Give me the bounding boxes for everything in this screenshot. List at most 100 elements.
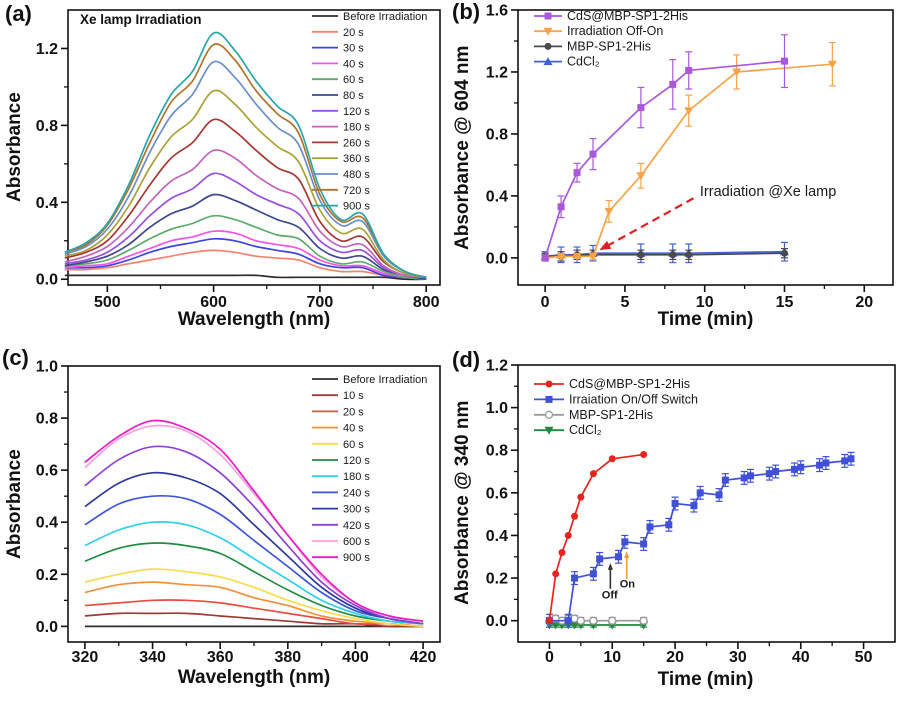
marker (669, 80, 677, 88)
x-tick-label: 380 (274, 649, 301, 666)
x-tick-label: 20 (855, 294, 873, 311)
legend-label-300-s: 300 s (343, 504, 370, 516)
y-tick-label: 0.4 (486, 528, 508, 545)
y-tick-label: 1.0 (486, 400, 508, 417)
series-line-cds-mbp-sp1-2his (544, 60, 785, 259)
marker (685, 251, 693, 259)
legend-label-10-s: 10 s (343, 390, 364, 402)
axis-frame (67, 9, 441, 286)
y-tick-label: 0.8 (486, 126, 508, 143)
y-tick-label: 0.8 (36, 118, 58, 135)
series-line-80-s (64, 193, 427, 281)
marker (557, 203, 565, 211)
legend-label-cds-mbp-sp1-2his: CdS@MBP-SP1-2His (567, 9, 688, 23)
axis-frame (67, 365, 441, 643)
legend-label-180-s: 180 s (343, 122, 370, 134)
legend-label-80-s: 80 s (343, 90, 364, 102)
marker (847, 455, 855, 463)
marker (640, 450, 648, 458)
marker (621, 538, 629, 546)
marker (543, 27, 553, 36)
annotation-text-on: On (620, 579, 636, 591)
marker (721, 476, 729, 484)
series-line-480-s (64, 60, 427, 279)
legend-label-before-irradiation: Before Irradiation (343, 374, 427, 386)
series-line-260-s (64, 118, 427, 279)
marker (646, 523, 654, 531)
x-tick-label: 30 (729, 649, 747, 666)
marker (589, 616, 598, 625)
series-line-120-s (64, 172, 427, 279)
y-tick-label: 0.0 (486, 613, 508, 630)
marker (715, 491, 723, 499)
series-line-180-s (84, 521, 424, 625)
legend-label-180-s: 180 s (343, 471, 370, 483)
marker (780, 249, 788, 257)
legend-label-260-s: 260 s (343, 137, 370, 149)
marker (558, 549, 566, 557)
panel-c-xlabel: Wavelength (nm) (177, 667, 331, 688)
legend-label-20-s: 20 s (343, 406, 364, 418)
annotation-text: Irradiation @Xe lamp (700, 184, 836, 200)
marker (637, 251, 645, 259)
marker (797, 463, 805, 471)
series-line-240-s (84, 494, 424, 625)
panel-a-inner-title: Xe lamp Irradiation (80, 12, 202, 27)
x-tick-label: 360 (207, 649, 234, 666)
marker (608, 455, 616, 463)
x-tick-label: 600 (200, 294, 227, 311)
legend-label-cds-mbp-sp1-2his: CdS@MBP-SP1-2His (569, 377, 690, 391)
marker (608, 616, 617, 625)
marker (589, 470, 597, 478)
marker (690, 502, 698, 510)
series-line-720-s (64, 43, 427, 279)
legend-label-60-s: 60 s (343, 74, 364, 86)
panel-d-ylabel: Absorbance @ 340 nm (452, 400, 473, 605)
marker (780, 57, 788, 65)
marker (570, 621, 580, 630)
series-line-60-s (84, 568, 424, 628)
series-line-180-s (64, 149, 427, 279)
x-tick-label: 340 (139, 649, 166, 666)
marker (576, 616, 585, 625)
marker (765, 470, 773, 478)
x-tick-label: 700 (307, 294, 334, 311)
y-tick-label: 0.2 (36, 567, 58, 584)
panel-label-d: (d) (452, 347, 481, 372)
legend-label-cdcl: CdCl₂ (569, 423, 602, 437)
panel-a-ylabel: Absorbance (4, 92, 25, 203)
legend-label-cdcl: CdCl₂ (567, 55, 600, 69)
marker (615, 553, 623, 561)
legend-label-60-s: 60 s (343, 439, 364, 451)
marker (589, 570, 597, 578)
marker (544, 42, 552, 50)
panel-b-ylabel: Absorbance @ 604 nm (452, 45, 473, 250)
marker (572, 252, 582, 261)
marker (541, 254, 549, 262)
legend-label-before-irradiation: Before Irradiation (343, 11, 427, 23)
y-tick-label: 0.2 (486, 571, 508, 588)
arrow-head (607, 563, 613, 570)
marker (544, 12, 552, 20)
legend-label-mbp-sp1-2his: MBP-SP1-2His (567, 39, 651, 53)
marker (639, 616, 648, 625)
panel-d-chart: 0 10 20 30 40 50 0.0 0.2 0.4 0.6 0.8 1.0 1.2 CdS@MBP-… (486, 358, 896, 666)
arrow-head (624, 551, 630, 558)
y-tick-label: 0.4 (486, 188, 508, 205)
y-tick-label: 0.8 (486, 443, 508, 460)
panel-b-chart: 0 5 10 15 200.00.40.81.21.6 CdS@MBP-SP1-2HisI… (486, 3, 894, 311)
y-tick-label: 1.6 (486, 3, 508, 20)
marker (740, 474, 748, 482)
series-line-irraiation-on-off-switch (549, 457, 852, 622)
series-line-20-s (84, 599, 424, 628)
series-line-cds-mbp-sp1-2his (548, 453, 644, 621)
marker (552, 570, 560, 578)
axis-frame (517, 364, 896, 643)
legend-label-20-s: 20 s (343, 27, 364, 39)
marker (577, 493, 585, 501)
annotation-arrow (605, 197, 695, 248)
series-line-before-irradiation (64, 274, 427, 281)
x-tick-label: 15 (776, 294, 794, 311)
legend-label-600-s: 600 s (343, 536, 370, 548)
